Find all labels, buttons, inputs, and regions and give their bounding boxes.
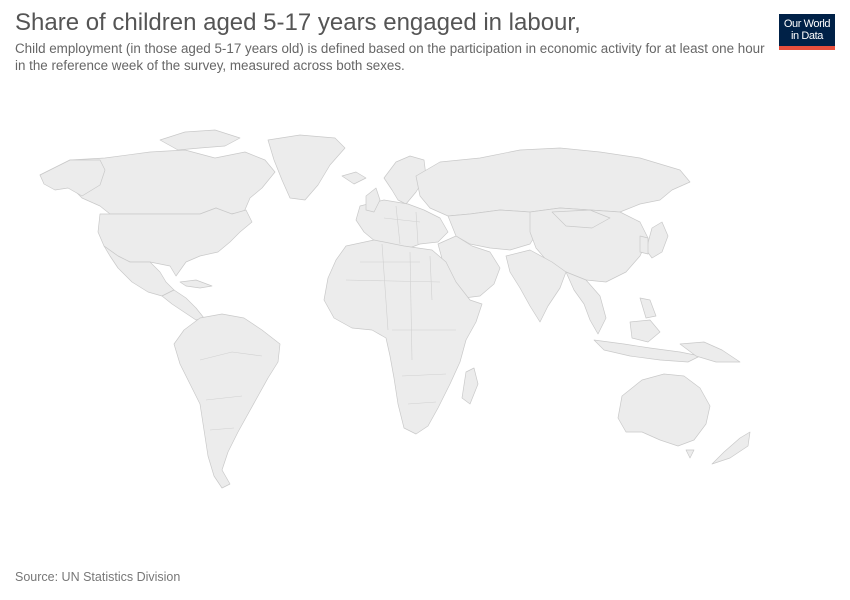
- country-mongolia[interactable]: [551, 209, 611, 229]
- chart-title: Share of children aged 5-17 years engage…: [15, 9, 581, 36]
- country-africa[interactable]: [323, 239, 483, 435]
- country-russia[interactable]: [415, 147, 691, 217]
- country-korea[interactable]: [639, 235, 649, 255]
- country-indonesia[interactable]: [593, 339, 701, 363]
- country-alaska[interactable]: [39, 159, 106, 197]
- country-central-asia[interactable]: [447, 209, 541, 251]
- country-europe-west[interactable]: [355, 199, 449, 251]
- country-greenland[interactable]: [267, 134, 346, 201]
- country-tasmania[interactable]: [685, 449, 695, 459]
- country-china[interactable]: [529, 207, 649, 283]
- country-japan[interactable]: [645, 221, 669, 259]
- country-india[interactable]: [505, 249, 567, 323]
- chart-subtitle: Child employment (in those aged 5-17 yea…: [15, 41, 765, 73]
- country-south-america[interactable]: [173, 313, 281, 489]
- country-new-guinea[interactable]: [679, 341, 741, 363]
- source-note: Source: UN Statistics Division: [15, 570, 181, 584]
- country-southeast-asia[interactable]: [565, 271, 607, 335]
- country-madagascar[interactable]: [461, 367, 479, 405]
- logo-line-2: in Data: [790, 30, 824, 42]
- logo-line-1: Our World: [783, 18, 831, 30]
- country-iceland[interactable]: [341, 171, 367, 185]
- owid-logo[interactable]: Our World in Data: [779, 14, 835, 50]
- country-philippines[interactable]: [639, 297, 657, 319]
- country-borneo[interactable]: [629, 319, 661, 343]
- country-australia[interactable]: [617, 373, 711, 447]
- world-map: [39, 129, 751, 489]
- country-new-zealand[interactable]: [711, 431, 751, 465]
- country-canada-islands[interactable]: [159, 129, 241, 151]
- country-uk[interactable]: [365, 187, 381, 213]
- country-cuba[interactable]: [179, 279, 213, 289]
- country-central-america[interactable]: [161, 289, 205, 321]
